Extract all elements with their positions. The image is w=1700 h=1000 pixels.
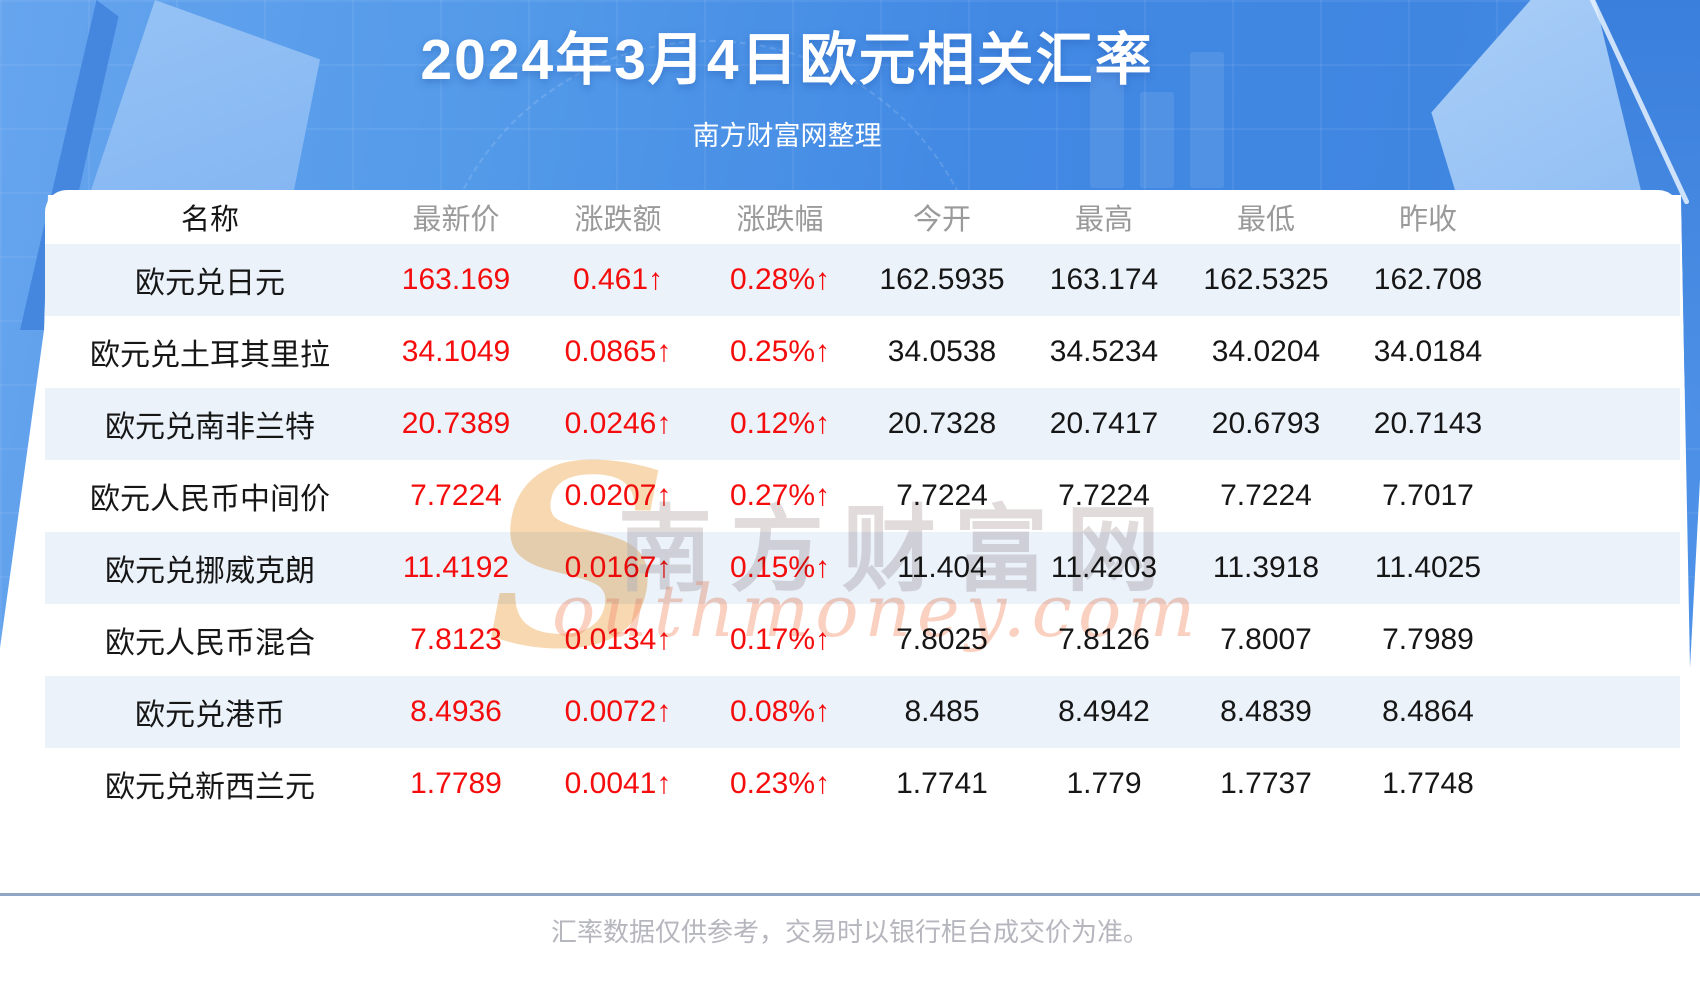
cell-change: 0.0207↑ [564,479,672,512]
cell-name: 欧元兑日元 [135,267,285,300]
cell-high: 7.7224 [1058,479,1150,512]
cell-latest: 8.4936 [410,695,502,728]
cell-latest: 7.7224 [410,479,502,512]
cell-latest: 11.4192 [402,551,510,584]
cell-change_pct: 0.17%↑ [729,623,831,656]
cell-change: 0.0041↑ [564,767,672,800]
cell-open: 7.8025 [896,623,988,656]
cell-high: 1.779 [1066,767,1142,800]
table-row: 欧元兑港币 8.4936 0.0072↑ 0.08%↑ 8.485 8.4942 8.483… [45,676,1680,748]
decor-chart-bar [1190,52,1224,188]
cell-name: 欧元兑港币 [135,699,285,732]
cell-latest: 163.169 [401,263,511,296]
cell-open: 34.0538 [887,335,997,368]
decor-chart-bar [1140,92,1174,188]
page-subtitle: 南方财富网整理 [692,121,882,151]
cell-high: 20.7417 [1049,407,1159,440]
column-header-change: 涨跌额 [574,204,662,236]
rates-table-card: 名称 最新价 涨跌额 涨跌幅 今开 最高 最低 昨收 欧元兑日元 163.169 0.461↑ 0.… [45,190,1680,895]
cell-latest: 7.8123 [410,623,502,656]
cell-low: 1.7737 [1220,767,1312,800]
cell-name: 欧元兑挪威克朗 [105,555,315,588]
cell-low: 34.0204 [1211,335,1321,368]
cell-open: 20.7328 [887,407,997,440]
column-header-latest: 最新价 [412,204,500,236]
cell-high: 8.4942 [1058,695,1150,728]
cell-prev_close: 8.4864 [1382,695,1474,728]
cell-change_pct: 0.25%↑ [729,335,831,368]
table-row: 欧元兑日元 163.169 0.461↑ 0.28%↑ 162.5935 163.174 1… [45,244,1680,316]
cell-open: 1.7741 [896,767,988,800]
cell-change_pct: 0.27%↑ [729,479,831,512]
cell-name: 欧元人民币混合 [105,627,315,660]
table-row: 欧元兑挪威克朗 11.4192 0.0167↑ 0.15%↑ 11.404 11.4203… [45,532,1680,604]
column-header-name: 名称 [180,204,239,236]
cell-prev_close: 20.7143 [1373,407,1483,440]
cell-open: 8.485 [904,695,980,728]
table-row: 欧元兑南非兰特 20.7389 0.0246↑ 0.12%↑ 20.7328 20.741… [45,388,1680,460]
cell-low: 8.4839 [1220,695,1312,728]
table-row: 欧元人民币中间价 7.7224 0.0207↑ 0.27%↑ 7.7224 7.7224 7… [45,460,1680,532]
cell-prev_close: 162.708 [1373,263,1483,296]
table-body: 欧元兑日元 163.169 0.461↑ 0.28%↑ 162.5935 163.174 1… [45,244,1680,820]
cell-change_pct: 0.23%↑ [729,767,831,800]
cell-change_pct: 0.15%↑ [729,551,831,584]
column-header-prev_close: 昨收 [1398,204,1457,236]
cell-change_pct: 0.28%↑ [729,263,831,296]
cell-change_pct: 0.08%↑ [729,695,831,728]
footer-divider [0,893,1700,896]
cell-latest: 1.7789 [410,767,502,800]
cell-prev_close: 34.0184 [1373,335,1483,368]
cell-low: 7.8007 [1220,623,1312,656]
cell-open: 11.404 [897,551,987,584]
cell-change: 0.0134↑ [564,623,672,656]
cell-prev_close: 11.4025 [1374,551,1482,584]
cell-name: 欧元兑土耳其里拉 [90,339,330,372]
cell-latest: 34.1049 [401,335,511,368]
column-header-high: 最高 [1074,204,1133,236]
cell-prev_close: 1.7748 [1382,767,1474,800]
cell-name: 欧元兑新西兰元 [105,771,315,804]
cell-low: 162.5325 [1203,263,1329,296]
cell-low: 7.7224 [1220,479,1312,512]
decor-chart-bar [1090,66,1124,188]
cell-name: 欧元兑南非兰特 [105,411,315,444]
cell-high: 163.174 [1049,263,1159,296]
cell-latest: 20.7389 [401,407,511,440]
cell-change: 0.0167↑ [564,551,672,584]
cell-change: 0.461↑ [572,263,664,296]
column-header-open: 今开 [912,204,971,236]
cell-prev_close: 7.7017 [1382,479,1474,512]
table-row: 欧元人民币混合 7.8123 0.0134↑ 0.17%↑ 7.8025 7.8126 7.… [45,604,1680,676]
page-title: 2024年3月4日欧元相关汇率 [420,28,1154,92]
cell-high: 11.4203 [1050,551,1158,584]
cell-change_pct: 0.12%↑ [729,407,831,440]
cell-open: 162.5935 [879,263,1005,296]
cell-name: 欧元人民币中间价 [90,483,330,516]
cell-change: 0.0072↑ [564,695,672,728]
cell-low: 11.3918 [1212,551,1320,584]
cell-open: 7.7224 [896,479,988,512]
cell-high: 7.8126 [1058,623,1150,656]
table-row: 欧元兑土耳其里拉 34.1049 0.0865↑ 0.25%↑ 34.0538 34.52… [45,316,1680,388]
column-header-change_pct: 涨跌幅 [736,204,824,236]
column-header-low: 最低 [1236,204,1295,236]
cell-low: 20.6793 [1211,407,1321,440]
cell-change: 0.0865↑ [564,335,672,368]
footer-disclaimer: 汇率数据仅供参考，交易时以银行柜台成交价为准。 [550,917,1149,947]
table-row: 欧元兑新西兰元 1.7789 0.0041↑ 0.23%↑ 1.7741 1.779 1.7… [45,748,1680,820]
cell-prev_close: 7.7989 [1382,623,1474,656]
table-header-row: 名称 最新价 涨跌额 涨跌幅 今开 最高 最低 昨收 [45,190,1680,244]
cell-high: 34.5234 [1049,335,1159,368]
cell-change: 0.0246↑ [564,407,672,440]
